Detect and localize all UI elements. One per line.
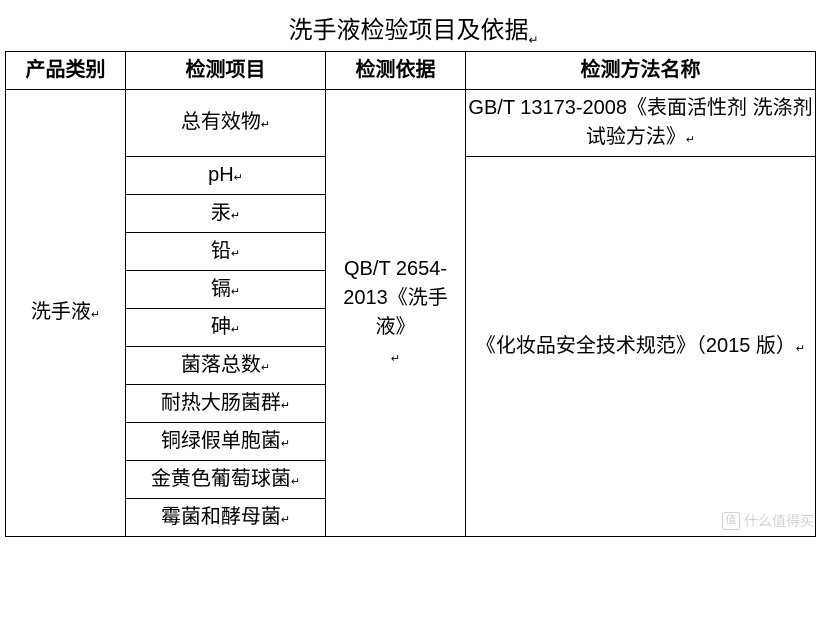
item-text: 耐热大肠菌群 [161,392,281,414]
cell-item: 总有效物↵ [126,89,326,156]
item-text: 砷 [211,316,231,338]
cell-method: 《化妆品安全技术规范》（2015 版）↵ [466,156,816,536]
item-text: 金黄色葡萄球菌 [151,468,291,490]
item-text: 霉菌和酵母菌 [161,506,281,528]
cell-marker: ↵ [686,134,695,146]
cell-marker: ↵ [91,309,100,321]
cell-marker: ↵ [281,514,290,526]
header-test-basis: 检测依据 [326,51,466,89]
cell-method: GB/T 13173-2008《表面活性剂 洗涤剂试验方法》↵ [466,89,816,156]
header-test-method: 检测方法名称 [466,51,816,89]
cell-item: 铅↵ [126,232,326,270]
watermark-text: 什么值得买 [744,511,814,531]
cell-marker: ↵ [261,362,270,374]
cell-item: 耐热大肠菌群↵ [126,384,326,422]
cell-item: 镉↵ [126,270,326,308]
cell-marker: ↵ [281,438,290,450]
cell-item: 铜绿假单胞菌↵ [126,422,326,460]
table-row: 洗手液↵ 总有效物↵ QB/T 2654-2013《洗手液》↵ GB/T 131… [6,89,816,156]
cell-product-category: 洗手液↵ [6,89,126,536]
cell-basis: QB/T 2654-2013《洗手液》 ↵ [326,89,466,536]
watermark: 值 什么值得买 [722,511,814,531]
cell-marker: ↵ [796,343,805,355]
header-row: 产品类别 检测项目 检测依据 检测方法名称 [6,51,816,89]
cell-marker: ↵ [291,476,300,488]
cell-marker: ↵ [231,210,240,222]
item-text: 菌落总数 [181,354,261,376]
cell-item: 砷↵ [126,308,326,346]
inspection-table: 产品类别 检测项目 检测依据 检测方法名称 洗手液↵ 总有效物↵ QB/T 26… [5,51,816,537]
cell-marker: ↵ [391,353,400,365]
header-test-item: 检测项目 [126,51,326,89]
cell-item: 菌落总数↵ [126,346,326,384]
cell-marker: ↵ [231,286,240,298]
cell-item: 汞↵ [126,194,326,232]
item-text: 总有效物 [181,111,261,133]
cell-marker: ↵ [231,248,240,260]
cell-marker: ↵ [231,324,240,336]
basis-text: QB/T 2654-2013《洗手液》 [343,258,448,338]
cell-item: 金黄色葡萄球菌↵ [126,460,326,498]
method-text: GB/T 13173-2008《表面活性剂 洗涤剂试验方法》 [468,97,812,148]
watermark-icon: 值 [722,512,740,530]
method-text: 《化妆品安全技术规范》（2015 版） [476,335,796,357]
item-text: 镉 [211,278,231,300]
cell-marker: ↵ [261,119,270,131]
cell-marker: ↵ [281,400,290,412]
header-product-category: 产品类别 [6,51,126,89]
title-text: 洗手液检验项目及依据 [288,17,528,44]
item-text: 铜绿假单胞菌 [161,430,281,452]
cell-item: 霉菌和酵母菌↵ [126,498,326,536]
title-return-marker: ↵ [528,33,538,47]
cell-item: pH↵ [126,156,326,194]
item-text: pH [208,164,234,186]
item-text: 铅 [211,240,231,262]
cell-marker: ↵ [234,172,243,184]
doc-title: 洗手液检验项目及依据↵ [5,10,822,47]
item-text: 汞 [211,202,231,224]
product-category-text: 洗手液 [31,301,91,323]
